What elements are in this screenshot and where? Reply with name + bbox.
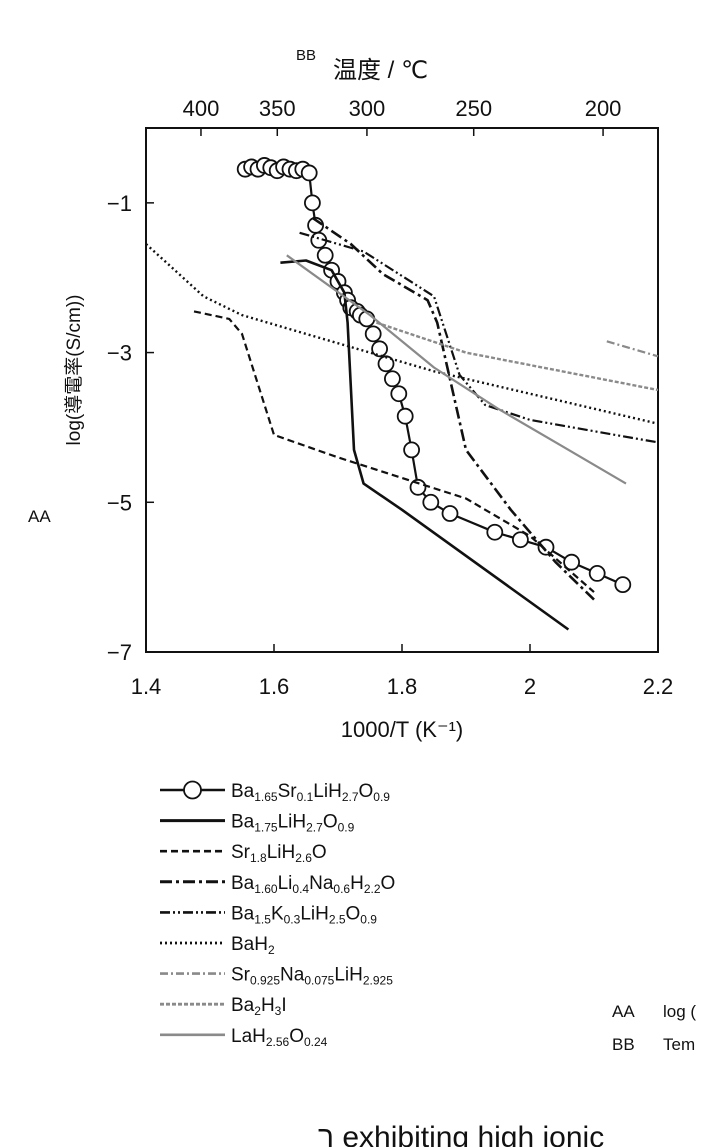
top-tick-label: 300 (349, 96, 386, 121)
legend-key-bb: BB (612, 1035, 635, 1054)
legend-label: Ba1.75LiH2.7O0.9 (231, 812, 355, 835)
axis-ticks: 1.4 1.6 1.8 2 2.2 −1 −3 −5 −7 400 350 300 250 200 (107, 96, 673, 699)
y-tick-label: −3 (107, 341, 132, 366)
data-point (366, 326, 381, 341)
x-tick-label: 2 (524, 674, 536, 699)
x-tick-label: 2.2 (643, 674, 674, 699)
bb-superscript-label: BB (296, 47, 316, 64)
legend-label: Ba1.65Sr0.1LiH2.7O0.9 (231, 781, 390, 804)
aa-side-label: AA (28, 507, 51, 526)
y-tick-label: −5 (107, 490, 132, 515)
legend: Ba1.65Sr0.1LiH2.7O0.9 Ba1.75LiH2.7O0.9 Sr1… (160, 781, 395, 1049)
data-point (423, 495, 438, 510)
top-tick-label: 200 (585, 96, 622, 121)
data-point (372, 341, 387, 356)
series-line-0 (245, 165, 623, 584)
data-point (385, 371, 400, 386)
series-layer (146, 158, 658, 630)
legend-label: Ba1.5K0.3LiH2.5O0.9 (231, 903, 377, 926)
data-point (398, 409, 413, 424)
data-point (305, 195, 320, 210)
top-tick-label: 400 (183, 96, 220, 121)
x-axis-title: 1000/T (K⁻¹) (341, 717, 463, 742)
data-point (443, 506, 458, 521)
series-line-1 (280, 261, 568, 630)
bottom-body-text: ר exhibiting high ionic (318, 1121, 604, 1147)
data-point (615, 577, 630, 592)
x-tick-label: 1.4 (131, 674, 162, 699)
legend-key-bb-text: Tem (663, 1035, 695, 1054)
legend-key-aa-text: log ( (663, 1002, 696, 1021)
data-point (404, 442, 419, 457)
data-point (302, 165, 317, 180)
y-tick-label: −7 (107, 640, 132, 665)
top-axis-title: 温度 / ℃ (333, 57, 428, 84)
data-point (391, 386, 406, 401)
data-point (318, 248, 333, 263)
legend-label: Sr0.925Na0.075LiH2.925 (231, 965, 393, 988)
y-axis-title: log(導電率(S/cm)) (63, 295, 85, 446)
data-point (487, 525, 502, 540)
series-line-2 (194, 311, 594, 592)
legend-label: LaH2.56O0.24 (231, 1026, 328, 1049)
top-tick-label: 350 (259, 96, 296, 121)
legend-label: Ba2H3I (231, 995, 287, 1018)
series-line-6 (607, 341, 658, 356)
legend-label: Ba1.60Li0.4Na0.6H2.2O (231, 873, 395, 896)
legend-marker (184, 782, 201, 799)
data-point (590, 566, 605, 581)
data-point (539, 540, 554, 555)
x-tick-label: 1.8 (387, 674, 418, 699)
legend-label: BaH2 (231, 934, 275, 957)
top-tick-label: 250 (455, 96, 492, 121)
y-tick-label: −1 (107, 191, 132, 216)
legend-label: Sr1.8LiH2.6O (231, 842, 327, 865)
x-tick-label: 1.6 (259, 674, 290, 699)
legend-key-aa: AA (612, 1002, 635, 1021)
